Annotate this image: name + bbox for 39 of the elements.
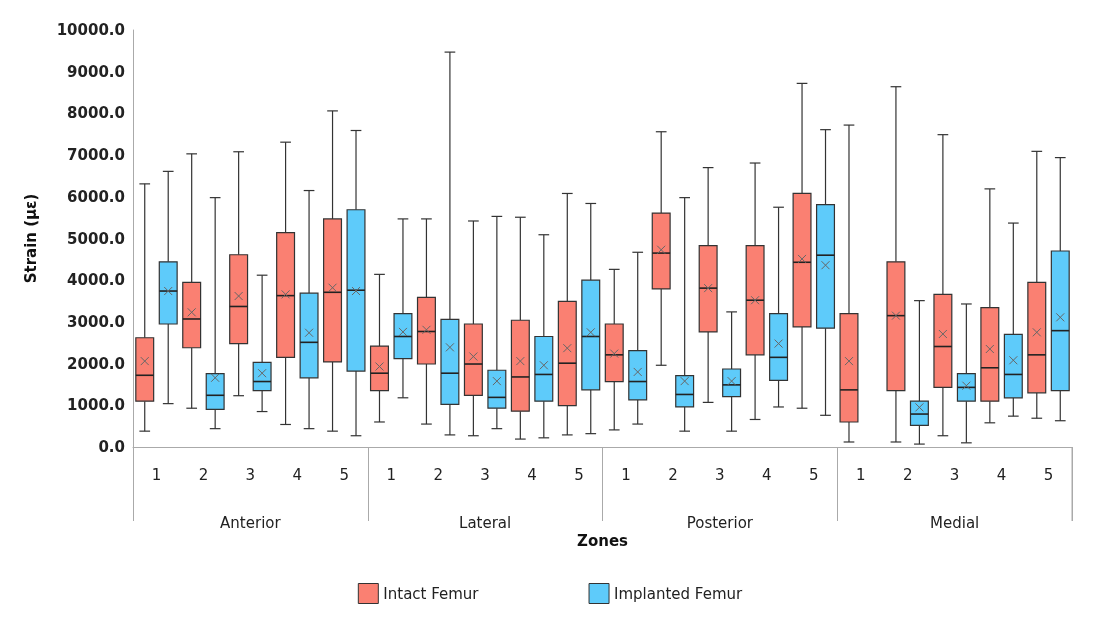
y-axis-title: Strain (με) (21, 193, 40, 284)
x-tick-label: 5 (1043, 465, 1054, 484)
x-tick-label: 2 (433, 465, 443, 484)
x-tick-label: 4 (292, 465, 303, 484)
y-tick-label: 4000.0 (67, 271, 125, 290)
y-tick-label: 6000.0 (67, 187, 125, 206)
y-tick-label: 3000.0 (67, 312, 125, 331)
x-axis-title: Zones (577, 531, 629, 550)
text: Anterior (220, 514, 282, 532)
y-tick-label: 5000.0 (67, 229, 125, 248)
text: Lateral (459, 514, 512, 532)
y-tick-label: 1000.0 (67, 396, 125, 415)
text: Medial (930, 514, 980, 532)
x-tick-label: 3 (715, 465, 725, 484)
x-tick-label: 3 (480, 465, 490, 484)
x-tick-label: 2 (198, 465, 209, 484)
x-tick-label: 5 (574, 465, 584, 484)
y-tick-label: 9000.0 (67, 62, 125, 81)
x-tick-label: 4 (527, 465, 537, 484)
y-tick-label: 2000.0 (67, 354, 125, 373)
x-tick-label: 2 (902, 465, 913, 484)
y-tick-label: 10000.0 (56, 21, 125, 39)
text: Posterior (686, 514, 754, 532)
y-tick-label: 0.0 (98, 438, 125, 456)
x-tick-label: 3 (245, 465, 256, 484)
legend-label: Implanted Femur (614, 584, 744, 603)
x-tick-label: 1 (621, 465, 631, 484)
x-tick-label: 3 (949, 465, 960, 484)
y-tick-label: 7000.0 (67, 146, 125, 165)
x-tick-label: 1 (151, 465, 162, 484)
x-tick-label: 1 (855, 465, 866, 484)
x-tick-label: 5 (809, 465, 819, 484)
y-tick-label: 8000.0 (67, 104, 125, 123)
x-tick-label: 5 (339, 465, 350, 484)
x-tick-label: 4 (996, 465, 1007, 484)
legend-label: Intact Femur (383, 584, 480, 603)
x-tick-label: 2 (668, 465, 678, 484)
x-tick-label: 1 (386, 465, 396, 484)
x-tick-label: 4 (762, 465, 772, 484)
